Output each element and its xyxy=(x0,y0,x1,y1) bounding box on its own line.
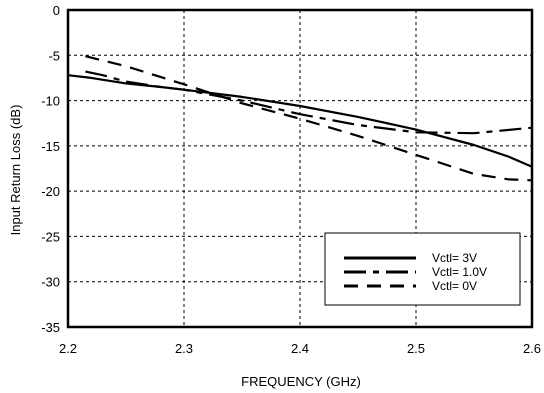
y-tick-label: -35 xyxy=(41,320,60,335)
y-tick-label: -30 xyxy=(41,275,60,290)
axis-ticks: 2.2 2.3 2.4 2.5 2.6 0 -5 -10 -15 -20 -25 -30 -35 xyxy=(41,3,541,356)
plot-frame xyxy=(66,8,534,329)
legend-label-vctl-0v: Vctl= 0V xyxy=(432,279,477,293)
legend-label-vctl-1v: Vctl= 1.0V xyxy=(432,265,487,279)
x-tick-label: 2.3 xyxy=(175,341,193,356)
x-tick-label: 2.5 xyxy=(407,341,425,356)
series-line-3 xyxy=(85,55,533,182)
y-tick-label: -10 xyxy=(41,94,60,109)
y-tick-label: 0 xyxy=(53,3,60,18)
x-tick-label: 2.6 xyxy=(523,341,541,356)
legend-box xyxy=(324,232,521,306)
x-tick-label: 2.4 xyxy=(291,341,309,356)
y-axis-label: Input Return Loss (dB) xyxy=(8,105,23,236)
legend-label-vctl-3v: Vctl= 3V xyxy=(432,251,477,265)
y-tick-label: -5 xyxy=(48,48,60,63)
x-axis-label: FREQUENCY (GHz) xyxy=(241,374,361,389)
legend: Vctl= 3V Vctl= 1.0V Vctl= 0V xyxy=(324,232,521,306)
y-tick-label: -15 xyxy=(41,139,60,154)
x-tick-label: 2.2 xyxy=(59,341,77,356)
y-tick-label: -25 xyxy=(41,229,60,244)
series-line-1 xyxy=(67,74,533,168)
series-lines xyxy=(67,55,533,182)
series-line-2 xyxy=(85,70,533,135)
y-tick-label: -20 xyxy=(41,184,60,199)
